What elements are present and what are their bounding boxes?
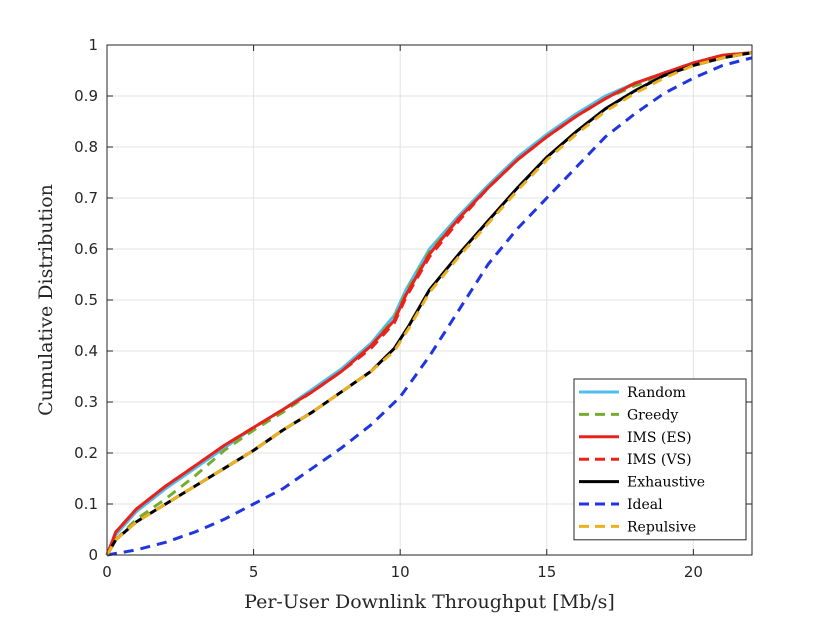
legend-label-exhaustive: Exhaustive — [627, 475, 705, 491]
series-line-ideal — [106, 56, 753, 557]
legend-label-ims-es: IMS (ES) — [627, 430, 692, 446]
x-axis-label: Per-User Downlink Throughput [Mb/s] — [244, 591, 615, 613]
legend-label-greedy: Greedy — [627, 407, 678, 423]
legend-label-repulsive: Repulsive — [627, 519, 696, 535]
y-tick-label: 0.9 — [74, 87, 98, 105]
series-line-repulsive — [105, 51, 753, 556]
axis-ticks: 0 5 10 15 20 0 0.1 0.2 0.3 0.4 0.5 0.6 0.7 0.8 0.9 1 — [74, 36, 752, 581]
series-line-ims-vs — [105, 51, 753, 556]
y-tick-label: 0.3 — [74, 393, 98, 411]
series-line-exhaustive — [105, 51, 753, 556]
y-tick-label: 0 — [88, 546, 98, 564]
y-tick-label: 0.5 — [74, 291, 98, 309]
y-tick-label: 0.1 — [74, 495, 98, 513]
y-tick-label: 0.4 — [74, 342, 98, 360]
y-tick-label: 0.7 — [74, 189, 98, 207]
legend-label-ideal: Ideal — [627, 497, 663, 513]
y-tick-label: 0.8 — [74, 138, 98, 156]
x-tick-label: 10 — [391, 563, 410, 581]
x-tick-label: 20 — [684, 563, 703, 581]
x-tick-label: 0 — [102, 563, 112, 581]
legend-label-random: Random — [627, 385, 686, 401]
y-axis-label: Cumulative Distribution — [35, 184, 57, 416]
legend-label-ims-vs: IMS (VS) — [627, 452, 692, 468]
series-line-greedy — [105, 51, 753, 556]
y-tick-label: 0.2 — [74, 444, 98, 462]
x-tick-label: 15 — [537, 563, 556, 581]
series-lines — [105, 51, 753, 557]
y-tick-label: 0.6 — [74, 240, 98, 258]
legend: Random Greedy IMS (ES) IMS (VS) Exhaustive Id… — [573, 378, 747, 541]
x-tick-label: 5 — [249, 563, 259, 581]
y-tick-label: 1 — [88, 36, 98, 54]
